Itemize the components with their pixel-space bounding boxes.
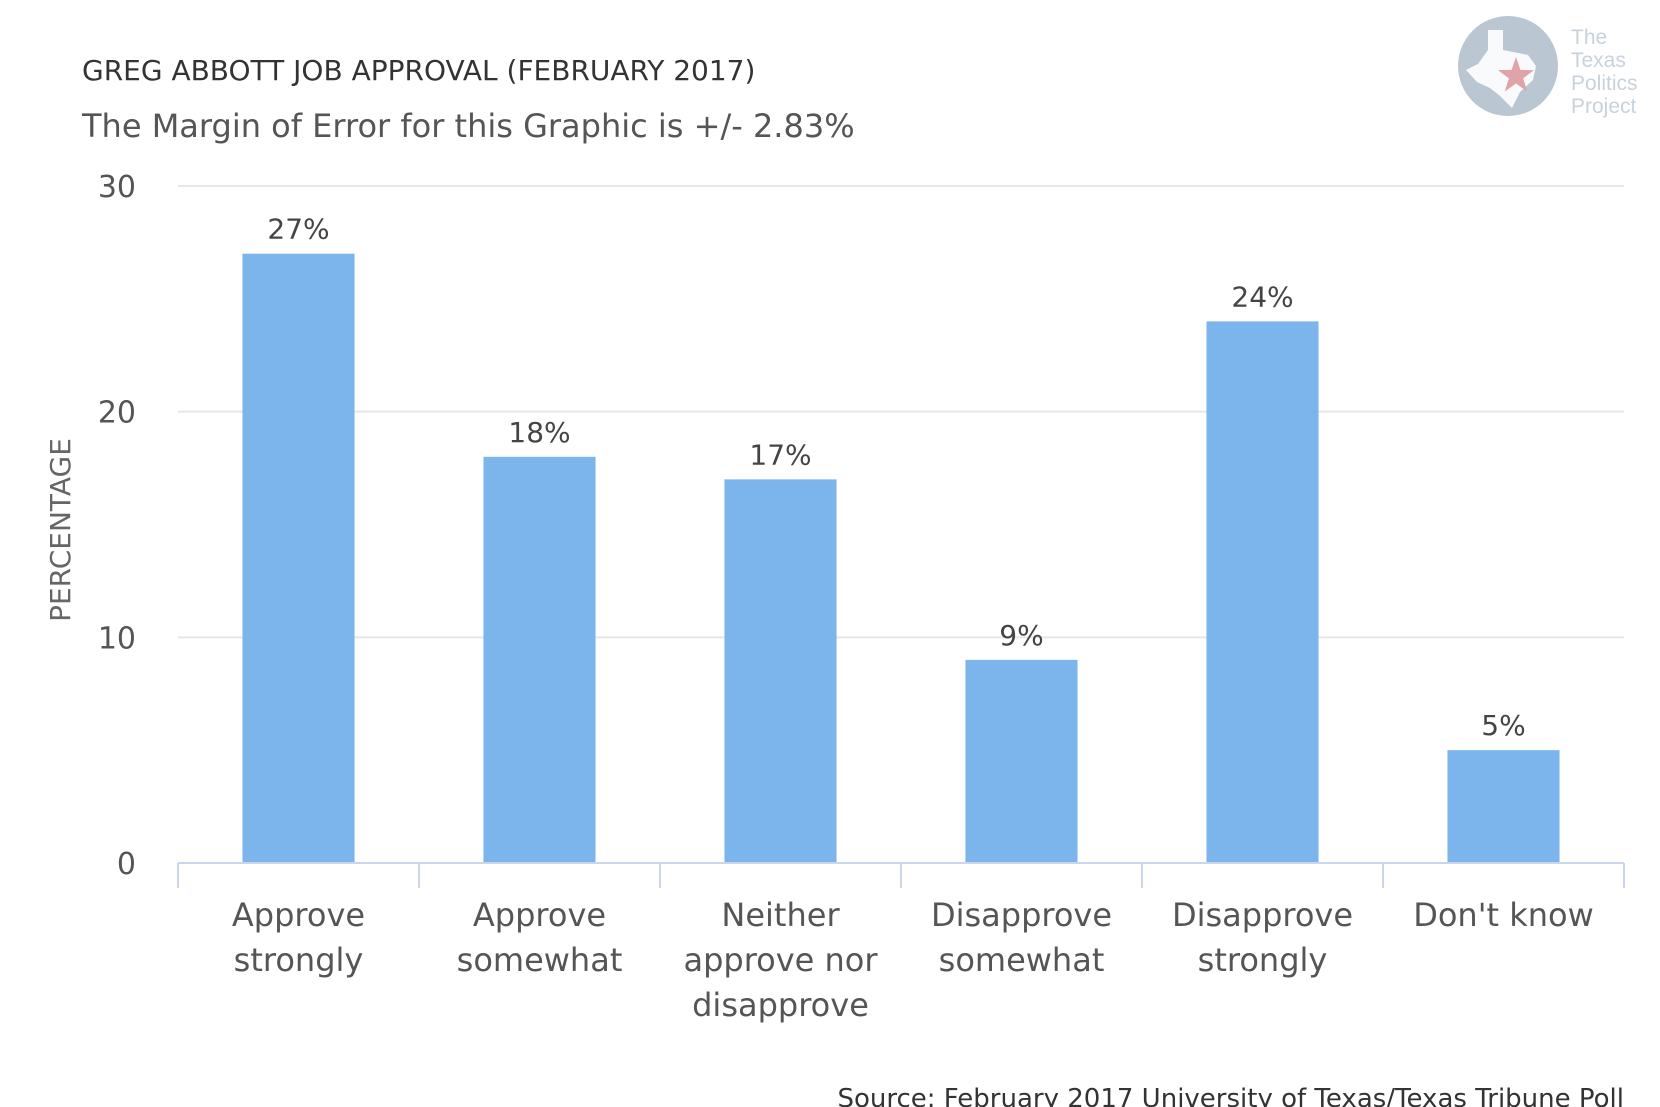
data-label: 27% (267, 213, 329, 246)
bar (483, 456, 596, 863)
data-label: 17% (749, 438, 811, 471)
texas-shape-icon (1466, 30, 1536, 108)
bar (242, 253, 355, 863)
source-note: Source: February 2017 University of Texa… (837, 1084, 1624, 1107)
x-tick-label: Don't know (1413, 896, 1594, 934)
star-icon (1497, 57, 1535, 92)
y-tick-label: 0 (117, 847, 136, 882)
gridlines (178, 185, 1624, 639)
x-tick-label: Neither approve nor disapprove (683, 896, 878, 1024)
texas-politics-project-logo: The Texas Politics Project (1458, 16, 1638, 118)
y-tick-label: 20 (98, 396, 136, 431)
bar (724, 479, 837, 863)
chart-title: GREG ABBOTT JOB APPROVAL (FEBRUARY 2017) (82, 54, 755, 87)
x-axis: Approve strongly Approve somewhat Neither app… (177, 862, 1625, 1024)
bar (965, 659, 1078, 863)
logo-line: Project (1571, 95, 1637, 118)
data-labels: 27% 18% 17% 9% 24% 5% (267, 213, 1525, 742)
y-tick-label: 30 (98, 170, 136, 205)
x-tick-label: Approve strongly (232, 896, 365, 979)
y-axis-ticks: 0 10 20 30 (98, 170, 136, 882)
chart-subtitle: The Margin of Error for this Graphic is … (81, 107, 855, 145)
logo-line: The (1571, 26, 1607, 49)
x-tick-label: Disapprove somewhat (931, 896, 1112, 979)
logo-line: Politics (1571, 72, 1638, 95)
data-label: 5% (1481, 709, 1525, 742)
bar (1206, 321, 1319, 863)
y-axis-label: PERCENTAGE (44, 438, 77, 622)
bars (242, 253, 1560, 863)
logo-line: Texas (1571, 49, 1626, 72)
x-tick-label: Disapprove strongly (1172, 896, 1353, 979)
data-label: 9% (999, 619, 1043, 652)
data-label: 24% (1231, 280, 1293, 313)
y-tick-label: 10 (98, 621, 136, 656)
x-tick-label: Approve somewhat (457, 896, 623, 979)
data-label: 18% (508, 416, 570, 449)
bar (1447, 750, 1560, 863)
